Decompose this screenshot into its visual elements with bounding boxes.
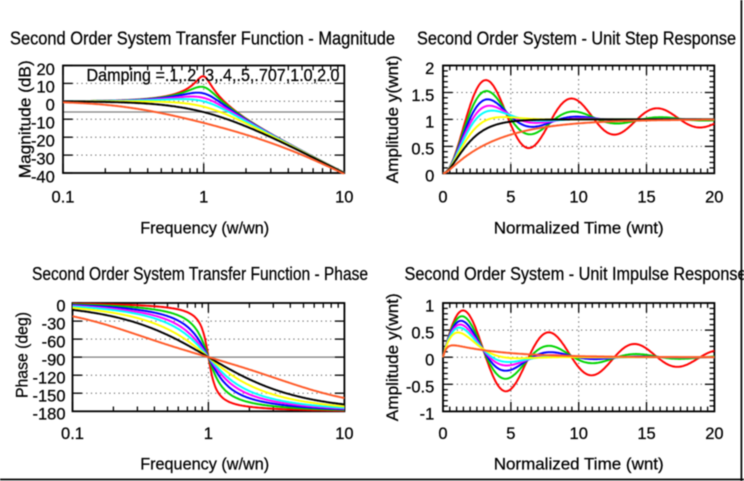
svg-text:-60: -60 <box>42 333 66 351</box>
svg-text:10: 10 <box>335 425 353 443</box>
svg-text:0.1: 0.1 <box>61 425 84 443</box>
svg-text:Magnitude (dB): Magnitude (dB) <box>16 60 35 178</box>
svg-text:-1: -1 <box>420 406 435 424</box>
svg-text:20: 20 <box>705 425 723 443</box>
svg-text:-120: -120 <box>32 370 65 388</box>
svg-text:-150: -150 <box>32 388 65 406</box>
svg-text:Normalized Time (wnt): Normalized Time (wnt) <box>494 219 664 238</box>
svg-text:10: 10 <box>570 425 588 443</box>
svg-text:Second Order System Transfer F: Second Order System Transfer Function - … <box>10 28 395 48</box>
svg-text:15: 15 <box>637 425 655 443</box>
svg-text:0: 0 <box>425 168 434 186</box>
svg-text:Normalized Time (wnt): Normalized Time (wnt) <box>494 455 664 474</box>
svg-text:0: 0 <box>438 189 447 207</box>
svg-text:-10: -10 <box>31 115 55 133</box>
svg-text:10: 10 <box>335 189 353 207</box>
svg-text:5: 5 <box>506 189 515 207</box>
svg-text:0: 0 <box>46 97 55 115</box>
svg-text:1: 1 <box>204 425 213 443</box>
svg-text:1: 1 <box>425 297 434 315</box>
svg-text:10: 10 <box>569 189 587 207</box>
svg-text:Amplitude y(wnt): Amplitude y(wnt) <box>383 293 402 421</box>
svg-text:Second Order System - Unit Imp: Second Order System - Unit Impulse Respo… <box>405 264 744 284</box>
svg-text:0.5: 0.5 <box>411 324 434 342</box>
svg-text:-90: -90 <box>42 351 66 369</box>
svg-text:5: 5 <box>506 425 515 443</box>
svg-text:0: 0 <box>438 425 447 443</box>
svg-text:Second Order System Transfer F: Second Order System Transfer Function - … <box>32 264 368 284</box>
svg-text:-30: -30 <box>31 150 55 168</box>
svg-text:15: 15 <box>637 189 655 207</box>
svg-text:Phase (deg): Phase (deg) <box>13 312 32 398</box>
svg-text:0.5: 0.5 <box>411 141 434 159</box>
svg-text:1: 1 <box>199 189 208 207</box>
svg-text:Frequency (w/wn): Frequency (w/wn) <box>140 219 269 238</box>
svg-text:-30: -30 <box>42 315 66 333</box>
svg-text:Amplitude y(wnt): Amplitude y(wnt) <box>383 55 402 183</box>
svg-text:20: 20 <box>36 61 54 79</box>
svg-text:Damping =.1,.2,.3,.4,.5,.707,1: Damping =.1,.2,.3,.4,.5,.707,1.0,2.0 <box>87 65 340 85</box>
svg-text:1.5: 1.5 <box>411 87 434 105</box>
svg-text:2: 2 <box>425 60 434 78</box>
svg-text:0.1: 0.1 <box>52 189 75 207</box>
svg-text:-40: -40 <box>31 168 55 186</box>
svg-text:Frequency (w/wn): Frequency (w/wn) <box>140 455 269 474</box>
svg-text:0: 0 <box>425 352 434 370</box>
svg-text:1: 1 <box>425 114 434 132</box>
svg-text:20: 20 <box>705 189 723 207</box>
svg-text:-0.5: -0.5 <box>406 379 434 397</box>
svg-text:-180: -180 <box>32 406 65 424</box>
svg-text:10: 10 <box>36 79 54 97</box>
svg-text:Second Order System - Unit Ste: Second Order System - Unit Step Response <box>417 28 736 48</box>
svg-text:0: 0 <box>56 297 65 315</box>
svg-text:-20: -20 <box>31 133 55 151</box>
